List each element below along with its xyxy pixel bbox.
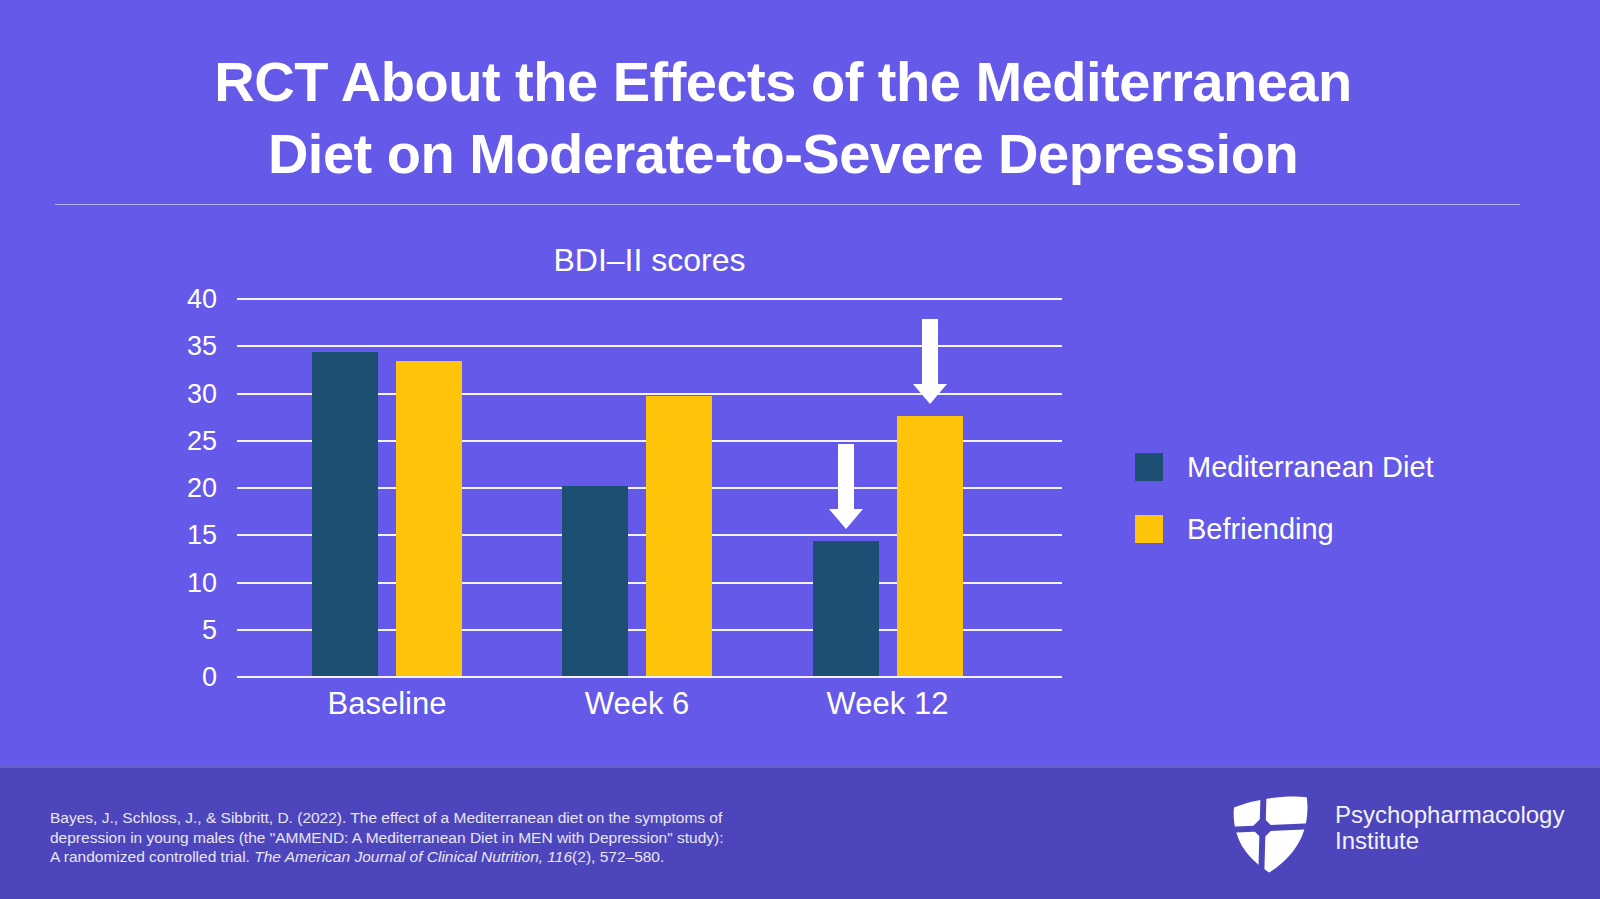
y-tick-label: 30 <box>147 381 217 408</box>
citation-text: Bayes, J., Schloss, J., & Sibbritt, D. (… <box>50 808 724 867</box>
y-tick-label: 10 <box>147 570 217 597</box>
legend-label: Mediterranean Diet <box>1187 451 1434 484</box>
title-divider <box>55 204 1520 205</box>
bar-mediterranean-diet <box>562 486 628 676</box>
gridline <box>237 676 1062 678</box>
y-tick-label: 35 <box>147 333 217 360</box>
down-arrow-icon <box>829 444 863 529</box>
y-tick-label: 0 <box>147 664 217 691</box>
citation-line-1: Bayes, J., Schloss, J., & Sibbritt, D. (… <box>50 808 724 828</box>
x-axis-label: Week 6 <box>527 686 747 722</box>
legend-item: Befriending <box>1135 515 1434 543</box>
gridline <box>237 298 1062 300</box>
bar-mediterranean-diet <box>813 541 879 676</box>
footer-bar: Bayes, J., Schloss, J., & Sibbritt, D. (… <box>0 766 1600 899</box>
x-axis-label: Week 12 <box>778 686 998 722</box>
psychopharmacology-institute-logo-icon <box>1230 792 1310 876</box>
logo-text-line-1: Psychopharmacology <box>1335 802 1564 828</box>
plot-area: 0510152025303540BaselineWeek 6Week 12 <box>237 298 1062 678</box>
slide-title: RCT About the Effects of the Mediterrane… <box>0 46 1600 190</box>
legend-item: Mediterranean Diet <box>1135 453 1434 481</box>
logo-text: Psychopharmacology Institute <box>1335 802 1564 854</box>
chart-legend: Mediterranean Diet Befriending <box>1135 453 1434 577</box>
legend-label: Befriending <box>1187 513 1334 546</box>
bar-befriending <box>646 396 712 676</box>
legend-swatch <box>1135 453 1163 481</box>
bar-befriending <box>897 416 963 676</box>
chart-title: BDI–II scores <box>237 242 1062 279</box>
citation-line-3: A randomized controlled trial. The Ameri… <box>50 847 724 867</box>
y-tick-label: 40 <box>147 286 217 313</box>
slide-title-line-1: RCT About the Effects of the Mediterrane… <box>0 46 1566 118</box>
y-tick-label: 15 <box>147 522 217 549</box>
slide-title-line-2: Diet on Moderate-to-Severe Depression <box>0 118 1566 190</box>
x-axis-label: Baseline <box>277 686 497 722</box>
y-tick-label: 20 <box>147 475 217 502</box>
down-arrow-icon <box>913 319 947 404</box>
citation-line-2: depression in young males (the "AMMEND: … <box>50 828 724 848</box>
bar-befriending <box>396 361 462 676</box>
y-tick-label: 5 <box>147 617 217 644</box>
logo-text-line-2: Institute <box>1335 828 1564 854</box>
y-tick-label: 25 <box>147 428 217 455</box>
bar-mediterranean-diet <box>312 352 378 676</box>
legend-swatch <box>1135 515 1163 543</box>
